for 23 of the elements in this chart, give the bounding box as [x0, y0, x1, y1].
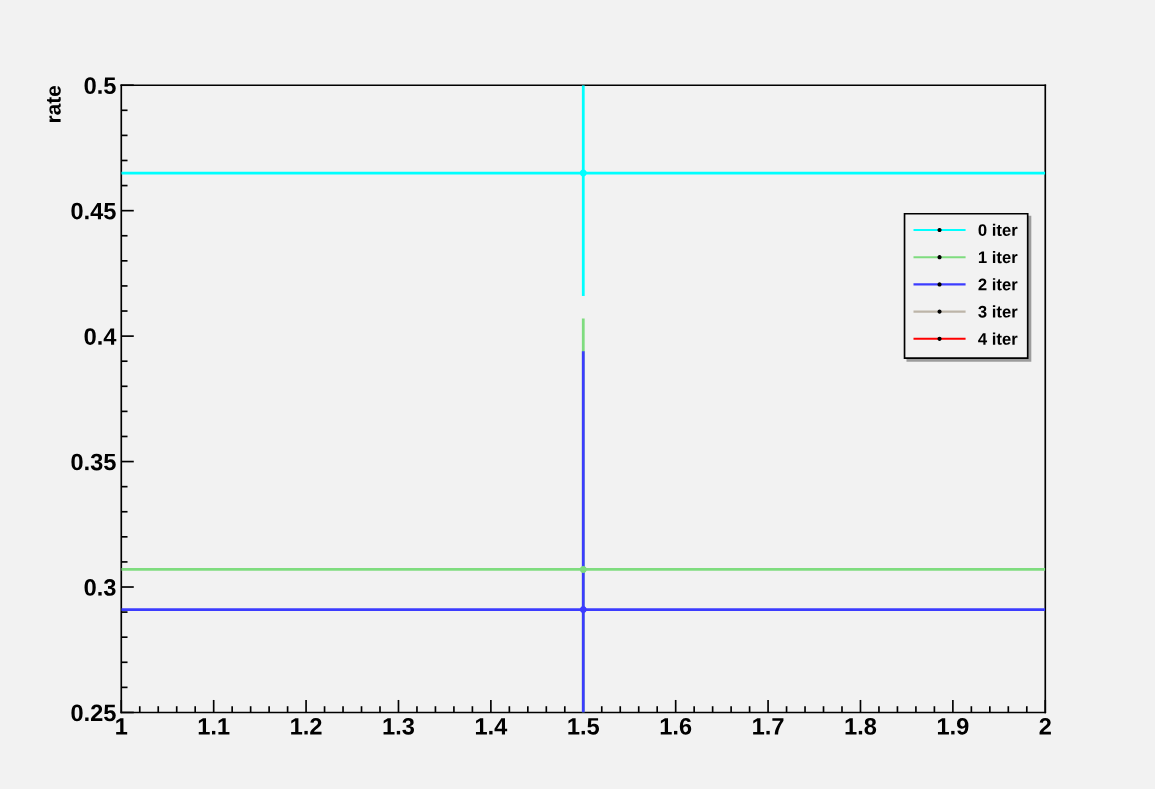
y-tick-label: 0.45: [71, 202, 116, 220]
legend-label: 0 iter: [978, 223, 1018, 236]
x-tick-label: 1.8: [845, 717, 877, 735]
x-tick-label: 2: [1039, 717, 1051, 735]
x-tick-label: 1.6: [660, 717, 692, 735]
legend-label: 4 iter: [978, 332, 1018, 345]
x-tick-label: 1.4: [475, 718, 508, 735]
y-axis-title: rate: [47, 85, 61, 123]
x-tick-label: 1.7: [753, 718, 784, 735]
y-tick-label: 0.4: [84, 328, 117, 345]
legend-label: 3 iter: [978, 305, 1018, 318]
x-tick-label: 1: [116, 718, 128, 735]
x-tick-label: 1.5: [568, 718, 600, 735]
legend-label: 2 iter: [978, 278, 1018, 291]
y-tick-label: 0.35: [71, 453, 116, 471]
y-tick-label: 0.5: [84, 77, 116, 94]
x-tick-label: 1.3: [383, 717, 415, 735]
x-tick-label: 1.1: [198, 718, 230, 735]
y-tick-label: 0.25: [71, 704, 116, 722]
x-tick-label: 1.2: [291, 717, 322, 735]
y-tick-label: 0.3: [84, 579, 116, 596]
x-tick-label: 1.9: [937, 717, 969, 735]
legend-label: 1 iter: [978, 250, 1018, 264]
